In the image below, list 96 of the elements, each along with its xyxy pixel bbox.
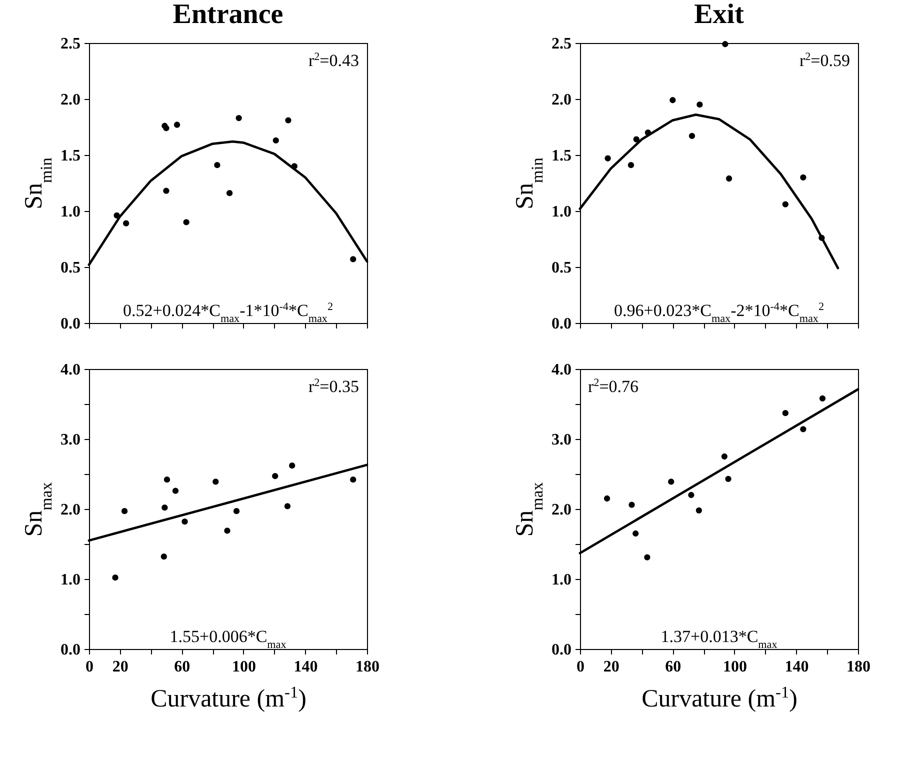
point (722, 41, 728, 48)
y-tick-label: 1.0 (552, 572, 572, 588)
point (800, 426, 806, 432)
y-tick-label: 4.0 (60, 362, 80, 378)
point (172, 488, 179, 494)
point (224, 528, 230, 534)
x-tick-label: 100 (722, 658, 747, 676)
point (688, 132, 696, 140)
y-tick-label: 0.0 (552, 642, 572, 658)
y-tick-label: 2.0 (60, 92, 80, 108)
y-tick-label: 0.5 (60, 260, 80, 276)
point (696, 102, 703, 108)
x-tick-label: 20 (603, 658, 620, 676)
y-tick-label: 1.0 (60, 572, 80, 588)
x-axis-title: Curvature (m$^{-1}$) (642, 682, 798, 712)
point (628, 502, 635, 508)
annotation: 1.55+0.006*C$_{max}$ (170, 627, 287, 651)
point (696, 507, 702, 514)
point (725, 476, 732, 482)
point (726, 175, 732, 182)
y-tick-label: 2.0 (552, 92, 572, 108)
point (628, 162, 634, 168)
y-tick-label: 0.0 (552, 316, 572, 332)
point (272, 137, 279, 144)
y-tick-label: 4.0 (552, 362, 572, 378)
point (121, 508, 128, 514)
y-tick-label: 3.0 (552, 432, 572, 448)
point (604, 155, 611, 162)
point (289, 462, 296, 469)
point (818, 234, 825, 241)
point (688, 492, 694, 498)
x-axis-title: Curvature (m$^{-1}$) (150, 682, 306, 712)
point (350, 256, 356, 262)
point (163, 125, 170, 132)
line-series (578, 113, 840, 270)
y-tick-label: 1.0 (60, 204, 80, 220)
point (174, 122, 180, 128)
x-tick-label: 60 (174, 658, 190, 676)
point (350, 476, 356, 483)
point (782, 410, 788, 416)
y-tick-label: 1.0 (552, 204, 572, 220)
point (644, 130, 652, 136)
point (160, 554, 167, 560)
chart-title: Entrance (172, 0, 284, 30)
point (819, 395, 826, 402)
y-tick-label: 0.0 (60, 316, 80, 332)
y-tick-label: 2.5 (60, 36, 80, 52)
annotation: r$^{2}$=0.59 (799, 51, 850, 70)
point (212, 478, 219, 485)
x-tick-label: 180 (356, 658, 380, 676)
point (633, 136, 640, 142)
annotation: 1.37+0.013*C$_{max}$ (660, 627, 778, 651)
y-tick-label: 0.5 (552, 260, 572, 276)
x-tick-label: 20 (112, 658, 128, 676)
point (670, 97, 676, 104)
point (604, 495, 610, 502)
x-tick-label: 140 (784, 658, 809, 676)
y-tick-label: 2.0 (60, 502, 80, 518)
point (112, 574, 118, 581)
y-tick-label: 1.5 (552, 148, 572, 164)
point (182, 518, 188, 525)
point (668, 478, 674, 485)
x-tick-label: 60 (665, 658, 682, 676)
point (236, 114, 242, 122)
point (233, 508, 240, 514)
point (226, 190, 233, 196)
annotation: r$^{2}$=0.35 (308, 377, 359, 396)
point (162, 504, 168, 511)
chart-title: Exit (694, 0, 745, 30)
annotation: r$^{2}$=0.76 (588, 377, 639, 396)
point (114, 212, 120, 219)
point (721, 453, 728, 460)
point (285, 117, 292, 124)
point (163, 188, 170, 194)
x-tick-label: 180 (846, 658, 870, 676)
point (291, 163, 298, 170)
x-tick-label: 0 (576, 658, 584, 676)
point (214, 162, 220, 168)
point (782, 201, 788, 208)
point (272, 473, 278, 480)
point (644, 554, 650, 560)
point (183, 219, 190, 226)
point (284, 503, 291, 510)
x-tick-label: 140 (294, 658, 318, 676)
y-tick-label: 2.0 (552, 502, 572, 518)
y-tick-label: 0.0 (60, 642, 80, 658)
point (800, 174, 806, 180)
point (632, 530, 639, 537)
y-tick-label: 2.5 (552, 36, 572, 52)
annotation: r$^{2}$=0.43 (308, 51, 359, 70)
y-tick-label: 3.0 (60, 432, 80, 448)
point (164, 476, 170, 483)
x-tick-label: 0 (86, 658, 94, 676)
x-tick-label: 100 (232, 658, 256, 676)
point (122, 220, 130, 226)
y-tick-label: 1.5 (60, 148, 80, 164)
